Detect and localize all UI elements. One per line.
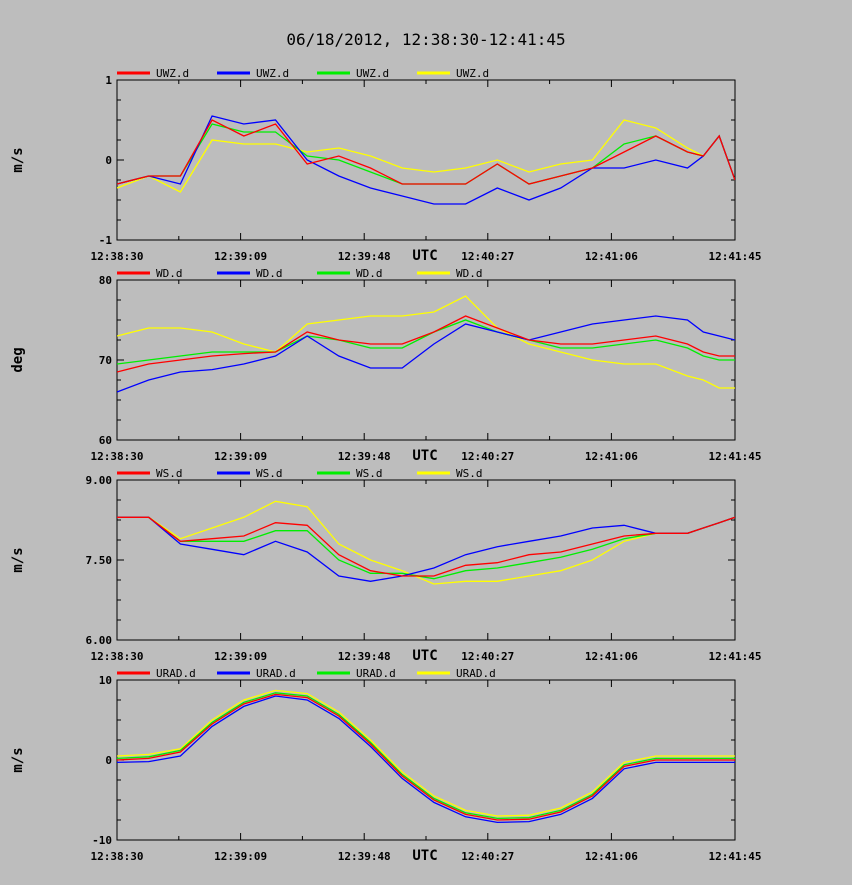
x-tick-label: 12:41:06	[585, 850, 638, 863]
panel-4: -10 0 10 12:38:30 12:39:09 12:39:48 12:40:27 12…	[10, 667, 761, 864]
series-line	[117, 693, 735, 821]
plot-frame	[116, 279, 736, 441]
x-tick-label: 12:40:27	[461, 650, 514, 663]
x-tick-label: 12:41:45	[709, 250, 762, 263]
series-line	[117, 119, 735, 193]
y-tick-label: 0	[105, 754, 112, 767]
y-tick-label: 6.00	[86, 634, 113, 647]
series-line	[117, 315, 735, 373]
panel-3: 6.00 7.50 9.00 12:38:30 12:39:09 12:39:48 12:4…	[10, 467, 761, 664]
y-tick-label: 7.50	[86, 554, 113, 567]
legend-label: WS.d	[156, 467, 183, 480]
legend-label: UWZ.d	[256, 67, 289, 80]
x-tick-label: 12:40:27	[461, 850, 514, 863]
x-tick-label: 12:41:06	[585, 450, 638, 463]
x-axis-label: UTC	[412, 448, 437, 464]
x-tick-label: 12:38:30	[91, 250, 144, 263]
x-axis-label: UTC	[412, 248, 437, 264]
legend-label: UWZ.d	[156, 67, 189, 80]
y-tick-label: 1	[105, 74, 112, 87]
x-tick-label: 12:39:48	[338, 250, 391, 263]
x-axis-label: UTC	[412, 648, 437, 664]
legend-label: URAD.d	[356, 667, 396, 680]
y-tick-label: 10	[99, 674, 112, 687]
x-tick-label: 12:39:09	[214, 650, 267, 663]
x-tick-label: 12:41:06	[585, 250, 638, 263]
plot-frame	[116, 479, 736, 641]
x-tick-label: 12:39:48	[338, 850, 391, 863]
series-line	[117, 692, 735, 820]
series-line	[117, 516, 735, 577]
plot-frame	[116, 679, 736, 841]
x-tick-label: 12:39:09	[214, 450, 267, 463]
x-tick-label: 12:41:45	[709, 850, 762, 863]
y-axis-label: m/s	[10, 147, 26, 172]
legend-label: WD.d	[156, 267, 183, 280]
legend-label: URAD.d	[256, 667, 296, 680]
y-axis-label: deg	[10, 347, 26, 372]
x-tick-label: 12:41:45	[709, 650, 762, 663]
y-tick-label: 9.00	[86, 474, 113, 487]
legend-label: URAD.d	[156, 667, 196, 680]
y-axis-label: m/s	[10, 747, 26, 772]
y-tick-label: 0	[105, 154, 112, 167]
panel-1: -1 0 1 12:38:30 12:39:09 12:39:48 12:40:27 12:4…	[10, 67, 761, 264]
series-line	[117, 119, 735, 185]
legend-label: WS.d	[356, 467, 383, 480]
series-line	[117, 319, 735, 365]
x-tick-label: 12:40:27	[461, 250, 514, 263]
legend-label: URAD.d	[456, 667, 496, 680]
x-tick-label: 12:40:27	[461, 450, 514, 463]
y-tick-label: -10	[92, 834, 112, 847]
x-tick-label: 12:38:30	[91, 650, 144, 663]
series-line	[117, 115, 735, 205]
series-line	[117, 695, 735, 824]
chart-title: 06/18/2012, 12:38:30-12:41:45	[286, 30, 565, 49]
x-tick-label: 12:39:09	[214, 250, 267, 263]
legend-label: WD.d	[356, 267, 383, 280]
series-line	[117, 295, 735, 389]
x-axis-label: UTC	[412, 848, 437, 864]
legend-label: WD.d	[456, 267, 483, 280]
series-line	[117, 123, 735, 185]
x-tick-label: 12:39:09	[214, 850, 267, 863]
series-line	[117, 500, 735, 585]
series-line	[117, 689, 735, 817]
x-tick-label: 12:38:30	[91, 450, 144, 463]
y-tick-label: -1	[99, 234, 113, 247]
x-tick-label: 12:39:48	[338, 650, 391, 663]
series-line	[117, 516, 735, 582]
series-line	[117, 315, 735, 393]
plot-frame	[116, 79, 736, 241]
legend-label: UWZ.d	[456, 67, 489, 80]
legend-label: WS.d	[256, 467, 283, 480]
legend-label: WD.d	[256, 267, 283, 280]
x-tick-label: 12:39:48	[338, 450, 391, 463]
x-tick-label: 12:38:30	[91, 850, 144, 863]
legend-label: UWZ.d	[356, 67, 389, 80]
y-axis-label: m/s	[10, 547, 26, 572]
x-tick-label: 12:41:06	[585, 650, 638, 663]
y-tick-label: 70	[99, 354, 112, 367]
y-tick-label: 80	[99, 274, 112, 287]
x-tick-label: 12:41:45	[709, 450, 762, 463]
y-tick-label: 60	[99, 434, 112, 447]
panel-2: 60 70 80 12:38:30 12:39:09 12:39:48 12:40:27 12…	[10, 267, 761, 464]
legend-label: WS.d	[456, 467, 483, 480]
